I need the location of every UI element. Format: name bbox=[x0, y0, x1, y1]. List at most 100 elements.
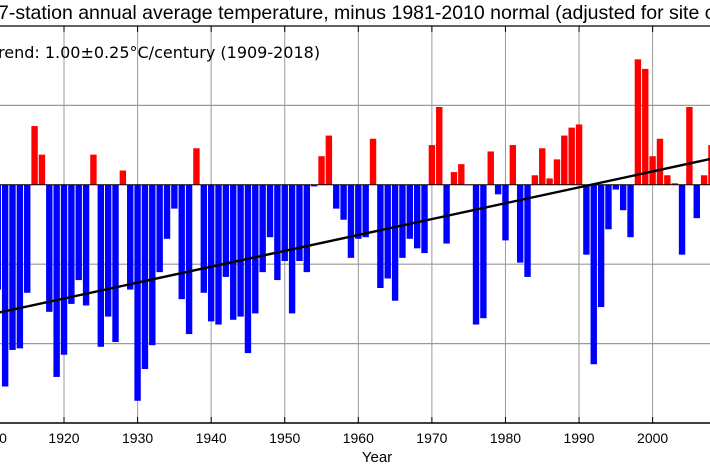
bar-1962 bbox=[369, 138, 377, 185]
bar-1966 bbox=[399, 184, 406, 258]
x-tick-label-1990: 1990 bbox=[563, 430, 594, 446]
bar-1965 bbox=[391, 184, 399, 301]
bar-1937 bbox=[185, 184, 193, 335]
x-tick-label-1920: 1920 bbox=[48, 430, 79, 446]
bar-1963 bbox=[377, 184, 384, 289]
bar-1992 bbox=[590, 184, 597, 365]
bar-1987 bbox=[553, 159, 561, 185]
bar-1948 bbox=[266, 184, 274, 238]
bar-2002 bbox=[664, 175, 671, 185]
bar-1955 bbox=[318, 156, 325, 185]
bar-1950 bbox=[281, 184, 288, 262]
bar-2006 bbox=[693, 184, 700, 219]
bar-1956 bbox=[325, 135, 333, 185]
bar-1980 bbox=[502, 184, 509, 241]
bar-1935 bbox=[171, 184, 178, 209]
bar-2008 bbox=[708, 145, 710, 185]
bar-2004 bbox=[678, 184, 686, 255]
bar-1923 bbox=[82, 184, 90, 306]
bar-1941 bbox=[215, 184, 222, 325]
bar-1959 bbox=[347, 184, 355, 258]
bar-1982 bbox=[516, 184, 524, 263]
bar-1916 bbox=[31, 126, 38, 185]
x-tick-label-1910: 0 bbox=[0, 430, 7, 446]
bar-1918 bbox=[46, 184, 53, 312]
x-axis-label: Year bbox=[362, 449, 392, 466]
x-tick-label-1950: 1950 bbox=[269, 430, 300, 446]
bar-1954 bbox=[310, 184, 318, 187]
bar-1996 bbox=[619, 184, 627, 211]
bar-1928 bbox=[119, 170, 127, 185]
bar-1939 bbox=[200, 184, 208, 293]
bar-1911 bbox=[0, 184, 1, 290]
bar-1917 bbox=[38, 154, 46, 185]
bar-1936 bbox=[178, 184, 185, 300]
bar-2003 bbox=[671, 183, 678, 185]
bar-1998 bbox=[634, 59, 642, 185]
bar-1914 bbox=[16, 184, 24, 349]
bar-1940 bbox=[207, 184, 215, 322]
bar-1974 bbox=[458, 164, 465, 185]
x-tick-label-1930: 1930 bbox=[122, 430, 153, 446]
bar-1960 bbox=[355, 184, 362, 239]
x-tick-label-1970: 1970 bbox=[416, 430, 447, 446]
x-tick-label-2000: 2000 bbox=[637, 430, 668, 446]
bar-1932 bbox=[149, 184, 156, 346]
bar-1991 bbox=[583, 184, 590, 255]
bar-1933 bbox=[156, 184, 163, 273]
bar-1920 bbox=[60, 184, 68, 355]
bar-1969 bbox=[421, 184, 428, 254]
bar-1934 bbox=[163, 184, 171, 239]
bar-1968 bbox=[413, 184, 421, 249]
bar-1958 bbox=[340, 184, 347, 220]
bar-1983 bbox=[524, 184, 531, 277]
bar-1924 bbox=[90, 154, 97, 185]
bar-1913 bbox=[9, 184, 16, 350]
bar-1931 bbox=[141, 184, 149, 370]
bar-1947 bbox=[259, 184, 266, 273]
bar-1988 bbox=[561, 135, 568, 185]
bar-1997 bbox=[627, 184, 634, 238]
bar-2001 bbox=[656, 138, 664, 185]
bar-1925 bbox=[97, 184, 104, 347]
bar-1986 bbox=[546, 178, 553, 185]
x-axis-ticks: 0 1920 1930 1940 1950 1960 1970 1980 1990 2000 bbox=[0, 26, 668, 446]
bar-1944 bbox=[237, 184, 244, 317]
bar-1999 bbox=[642, 68, 649, 185]
bar-1971 bbox=[436, 106, 443, 185]
bar-1938 bbox=[193, 148, 200, 185]
bar-1973 bbox=[450, 172, 458, 185]
bar-1943 bbox=[230, 184, 237, 320]
bar-2007 bbox=[700, 175, 708, 185]
trend-annotation: rend: 1.00±0.25°C/century (1909-2018) bbox=[0, 43, 320, 62]
bar-1995 bbox=[612, 184, 620, 190]
bar-1964 bbox=[384, 184, 391, 279]
bar-1972 bbox=[443, 184, 450, 244]
bar-1957 bbox=[333, 184, 340, 209]
bar-1990 bbox=[575, 124, 583, 185]
bar-1979 bbox=[494, 184, 502, 195]
trend-line bbox=[0, 157, 710, 314]
bar-2005 bbox=[686, 106, 693, 185]
bars bbox=[0, 59, 710, 401]
bar-1993 bbox=[597, 184, 605, 308]
bar-1994 bbox=[605, 184, 612, 230]
bar-1922 bbox=[75, 184, 82, 281]
bar-1985 bbox=[539, 148, 546, 185]
x-tick-label-1960: 1960 bbox=[343, 430, 374, 446]
bar-1977 bbox=[480, 184, 487, 319]
bar-1984 bbox=[531, 175, 539, 185]
bar-1921 bbox=[68, 184, 75, 304]
bar-1953 bbox=[303, 184, 311, 273]
bar-1930 bbox=[134, 184, 141, 401]
bar-1927 bbox=[112, 184, 119, 343]
bar-1981 bbox=[509, 145, 517, 185]
bar-1952 bbox=[296, 184, 303, 262]
bar-1926 bbox=[104, 184, 112, 317]
bar-1912 bbox=[1, 184, 9, 387]
bar-1945 bbox=[244, 184, 252, 354]
bar-1929 bbox=[127, 184, 134, 290]
bar-1989 bbox=[568, 127, 575, 185]
plot-frame bbox=[0, 25, 710, 424]
